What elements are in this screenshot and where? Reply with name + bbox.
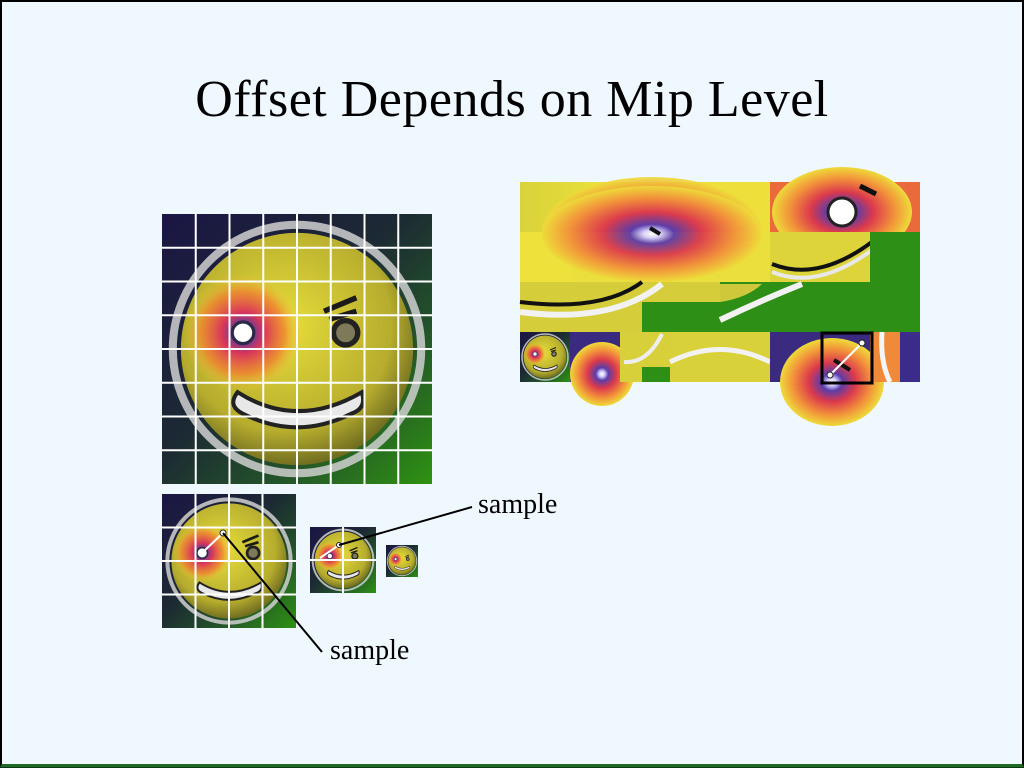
mip-level-0	[162, 214, 432, 484]
sample-label-lower: sample	[330, 635, 410, 666]
slide-title: Offset Depends on Mip Level	[195, 71, 829, 128]
offset-vector-level-2	[319, 544, 340, 559]
mip-level-1	[162, 494, 296, 628]
sample-label-upper: sample	[478, 489, 558, 520]
mip-level-3	[386, 545, 418, 577]
origin-point-level-1	[199, 550, 205, 556]
leader-line-lower	[222, 532, 323, 653]
mip-level-0-grid	[162, 214, 432, 484]
leader-line-upper	[338, 506, 473, 546]
offset-vector-level-1	[201, 532, 224, 554]
origin-point-tiled	[826, 371, 834, 379]
mip-level-2-grid	[310, 527, 376, 593]
offset-vector-tiled	[829, 342, 863, 376]
sample-point-tiled	[858, 339, 866, 347]
sample-footprint-box	[820, 331, 874, 385]
tiled-view	[519, 167, 920, 426]
